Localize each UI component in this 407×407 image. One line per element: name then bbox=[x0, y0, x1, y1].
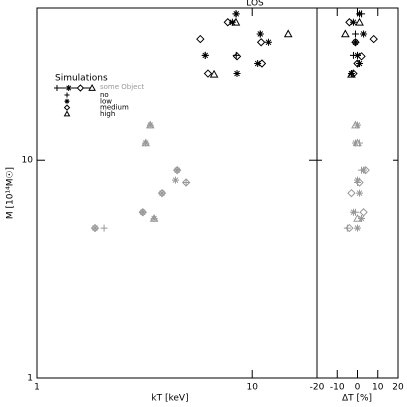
dt-point bbox=[357, 52, 366, 61]
point bbox=[257, 59, 267, 68]
point bbox=[139, 208, 147, 216]
y-tick-label: 10 bbox=[22, 156, 34, 166]
point bbox=[142, 139, 150, 147]
legend-marker bbox=[54, 85, 60, 91]
point bbox=[90, 223, 100, 233]
point bbox=[172, 165, 182, 175]
y-tick-label: 1 bbox=[27, 374, 33, 384]
point bbox=[232, 52, 242, 61]
point bbox=[181, 178, 191, 187]
legend-marker bbox=[88, 83, 96, 91]
dt-point bbox=[359, 208, 368, 217]
point bbox=[228, 18, 236, 26]
point bbox=[171, 176, 179, 184]
point bbox=[256, 38, 266, 47]
point bbox=[173, 166, 181, 174]
y-axis-label: M [10¹⁴M☉] bbox=[6, 167, 16, 219]
legend-label: low bbox=[100, 97, 112, 105]
dt-point bbox=[360, 30, 368, 38]
x2-tick-label: 20 bbox=[392, 383, 404, 393]
legend-label: high bbox=[100, 110, 115, 118]
dt-point bbox=[353, 59, 362, 68]
point bbox=[233, 70, 241, 78]
dt-point bbox=[369, 34, 378, 44]
point bbox=[232, 10, 240, 18]
dt-point bbox=[351, 120, 360, 129]
dt-point bbox=[356, 189, 364, 197]
dt-point bbox=[349, 208, 357, 216]
legend-marker bbox=[64, 98, 70, 104]
legend-marker bbox=[65, 85, 72, 91]
point bbox=[150, 215, 158, 222]
point bbox=[223, 18, 232, 27]
legend-label: medium bbox=[100, 104, 129, 112]
dt-point bbox=[355, 178, 364, 187]
dt-point bbox=[351, 38, 360, 47]
x2-axis-label: ΔT [%] bbox=[342, 394, 372, 404]
point bbox=[149, 213, 159, 222]
point bbox=[91, 224, 99, 232]
point bbox=[201, 51, 209, 59]
dt-point bbox=[356, 60, 364, 68]
dt-point bbox=[355, 17, 364, 26]
point bbox=[196, 34, 205, 44]
dt-point bbox=[353, 138, 362, 147]
dt-point bbox=[354, 224, 361, 232]
dt-point bbox=[360, 166, 368, 174]
dt-point bbox=[358, 215, 366, 222]
x2-tick-label: -10 bbox=[330, 383, 345, 393]
point bbox=[209, 69, 219, 78]
left-frame bbox=[36, 7, 318, 379]
dt-point bbox=[341, 29, 350, 38]
dt-point bbox=[351, 38, 359, 46]
legend-marker bbox=[63, 110, 71, 117]
x2-tick-label: 10 bbox=[372, 383, 384, 393]
dt-point bbox=[343, 224, 351, 232]
x2-tick-label: 0 bbox=[355, 383, 361, 393]
point bbox=[157, 188, 167, 198]
dt-point bbox=[347, 70, 355, 78]
point bbox=[182, 179, 190, 187]
legend-title: Simulations bbox=[55, 74, 108, 84]
x-axis-label: kT [keV] bbox=[151, 394, 188, 404]
dt-point bbox=[351, 30, 359, 38]
x2-tick-label: -20 bbox=[310, 383, 325, 393]
legend-marker bbox=[63, 104, 71, 111]
point bbox=[146, 121, 154, 129]
point bbox=[141, 138, 151, 147]
x-tick-label: 1 bbox=[34, 383, 40, 393]
point bbox=[203, 69, 213, 78]
legend-label: no bbox=[100, 91, 109, 99]
point bbox=[138, 208, 147, 217]
point bbox=[100, 224, 108, 232]
point bbox=[256, 30, 264, 38]
point bbox=[264, 38, 272, 46]
point bbox=[158, 189, 166, 197]
chart-title: LOS bbox=[246, 0, 264, 9]
point bbox=[254, 60, 262, 68]
legend-marker bbox=[64, 92, 70, 98]
legend-object-label: some Object bbox=[100, 83, 144, 91]
dt-point bbox=[347, 188, 356, 198]
dt-point bbox=[347, 69, 356, 78]
dt-point bbox=[345, 223, 354, 233]
dt-point bbox=[353, 213, 362, 222]
point bbox=[145, 120, 155, 129]
point bbox=[283, 29, 293, 38]
dt-point bbox=[345, 18, 354, 27]
dt-point bbox=[354, 51, 361, 59]
legend-marker bbox=[76, 84, 85, 92]
dt-point bbox=[356, 10, 364, 18]
dt-point bbox=[354, 176, 361, 184]
point bbox=[231, 17, 241, 26]
dt-point bbox=[361, 165, 370, 175]
x-tick-label: 10 bbox=[246, 383, 258, 393]
